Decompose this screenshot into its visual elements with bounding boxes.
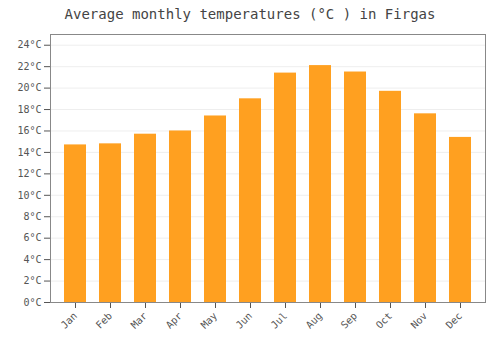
svg-text:10°C: 10°C (17, 190, 41, 201)
svg-text:2°C: 2°C (23, 275, 41, 286)
svg-text:Jul: Jul (269, 310, 290, 331)
svg-text:Nov: Nov (409, 310, 430, 331)
svg-text:24°C: 24°C (17, 39, 41, 50)
svg-text:22°C: 22°C (17, 61, 41, 72)
svg-text:Feb: Feb (94, 310, 115, 331)
svg-text:Sep: Sep (339, 310, 360, 331)
svg-text:16°C: 16°C (17, 125, 41, 136)
svg-text:8°C: 8°C (23, 211, 41, 222)
svg-text:Oct: Oct (374, 310, 395, 331)
svg-text:Jan: Jan (59, 310, 80, 331)
svg-text:0°C: 0°C (23, 297, 41, 308)
svg-text:Mar: Mar (129, 310, 150, 331)
svg-text:Jun: Jun (234, 310, 255, 331)
svg-text:4°C: 4°C (23, 254, 41, 265)
svg-text:May: May (199, 310, 220, 331)
html-text:Average monthly temperatures (: Average monthly temperatures (°C ) in Fi… (64, 6, 436, 22)
svg-text:20°C: 20°C (17, 82, 41, 93)
svg-text:12°C: 12°C (17, 168, 41, 179)
svg-text:18°C: 18°C (17, 104, 41, 115)
svg-text:Dec: Dec (444, 310, 465, 331)
svg-text:6°C: 6°C (23, 232, 41, 243)
svg-text:Aug: Aug (304, 310, 325, 331)
svg-text:Apr: Apr (164, 310, 185, 331)
svg-text:14°C: 14°C (17, 147, 41, 158)
